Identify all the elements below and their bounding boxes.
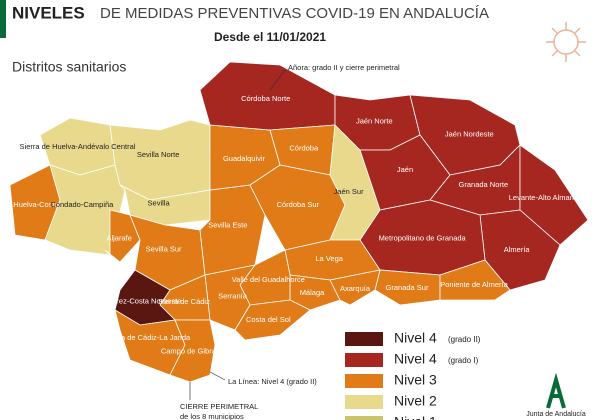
district <box>329 269 381 306</box>
legend-swatch <box>345 416 383 420</box>
district-label: Córdoba Sur <box>277 200 320 209</box>
title-bold: NIVELES <box>12 3 85 22</box>
district-label: Campo de Gibraltar <box>161 347 227 356</box>
title-rest: DE MEDIDAS PREVENTIVAS COVID-19 EN ANDAL… <box>100 5 489 22</box>
legend-note: (grado I) <box>448 356 479 365</box>
district <box>119 184 211 226</box>
district-label: Axarquía <box>340 284 371 293</box>
district-label: Almería <box>504 245 531 254</box>
district-label: Poniente de Almería <box>440 280 508 289</box>
district-labels: Sierra de Huelva-Andévalo Central Huelva-… <box>13 94 589 356</box>
legend-label: Nivel 3 <box>394 372 437 388</box>
legend: Nivel 4 (grado II) Nivel 4 (grado I) Nivel 3… <box>345 330 481 420</box>
district-label: Aljarafe <box>106 234 131 243</box>
annotation: CIERRE PERIMETRAL <box>180 402 258 411</box>
logo: Junta de Andalucía <box>526 372 586 418</box>
district <box>519 144 589 246</box>
district-label: Córdoba <box>289 144 319 153</box>
district-label: Condado-Campiña <box>50 200 114 209</box>
district-label: Sevilla Este <box>208 221 247 230</box>
district-label: Sevilla Norte <box>137 150 180 159</box>
district-label: Sierra de Cádiz <box>158 297 210 306</box>
annotation: Añora: grado II y cierre perimetral <box>288 63 400 72</box>
district-label: Córdoba Norte <box>241 94 290 103</box>
district <box>199 184 266 276</box>
district-label: Levante-Alto Almanzora <box>509 193 589 202</box>
district-label: Huelva-Costa <box>13 200 59 209</box>
annotation-leader <box>209 371 226 381</box>
legend-swatch <box>345 332 383 346</box>
legend-swatch <box>345 395 383 409</box>
district-label: Jaén Norte <box>356 116 393 125</box>
legend-note: (grado II) <box>448 335 481 344</box>
district-label: Sierra de Huelva-Andévalo Central <box>20 142 136 151</box>
district-label: Jaén Sur <box>334 187 365 196</box>
district-label: La Vega <box>315 254 343 263</box>
district-label: Bahía de Cádiz-La Janda <box>106 333 191 342</box>
districts <box>9 61 589 383</box>
district-label: Serranía <box>218 292 248 301</box>
district <box>439 259 511 301</box>
date: Desde el 11/01/2021 <box>214 30 326 44</box>
virus-icon <box>546 22 586 62</box>
district-label: Granada Norte <box>459 180 509 189</box>
legend-swatch <box>345 353 383 367</box>
logo-text: Junta de Andalucía <box>526 411 586 418</box>
district-label: Costa del Sol <box>246 315 291 324</box>
district-label: Granada Sur <box>386 283 429 292</box>
district-label: Metropolitano de Granada <box>379 234 467 243</box>
legend-label: Nivel 2 <box>394 393 437 409</box>
district-label: Sevilla <box>148 199 171 208</box>
annotation: de los 8 municipios <box>180 412 244 420</box>
annotation-leader <box>269 69 286 91</box>
legend-label: Nivel 1 <box>394 414 437 420</box>
district-label: Jaén Nordeste <box>445 129 494 138</box>
legend-label: Nivel 4 <box>394 330 437 346</box>
map-subtitle: Distritos sanitarios <box>12 59 126 75</box>
district-label: Guadalquivir <box>223 154 266 163</box>
district-label: Jaén <box>397 165 413 174</box>
district-label: Málaga <box>300 288 325 297</box>
legend-swatch <box>345 374 383 388</box>
district-label: Valle del Guadalhorce <box>232 275 305 284</box>
legend-label: Nivel 4 <box>394 351 437 367</box>
district <box>169 319 216 383</box>
annotation: La Línea: Nivel 4 (grado II) <box>228 377 317 386</box>
district <box>234 299 311 341</box>
district-label: Jerez-Costa Noroeste <box>109 296 182 305</box>
district-label: Sevilla Sur <box>146 244 182 253</box>
header-bar <box>0 0 6 38</box>
